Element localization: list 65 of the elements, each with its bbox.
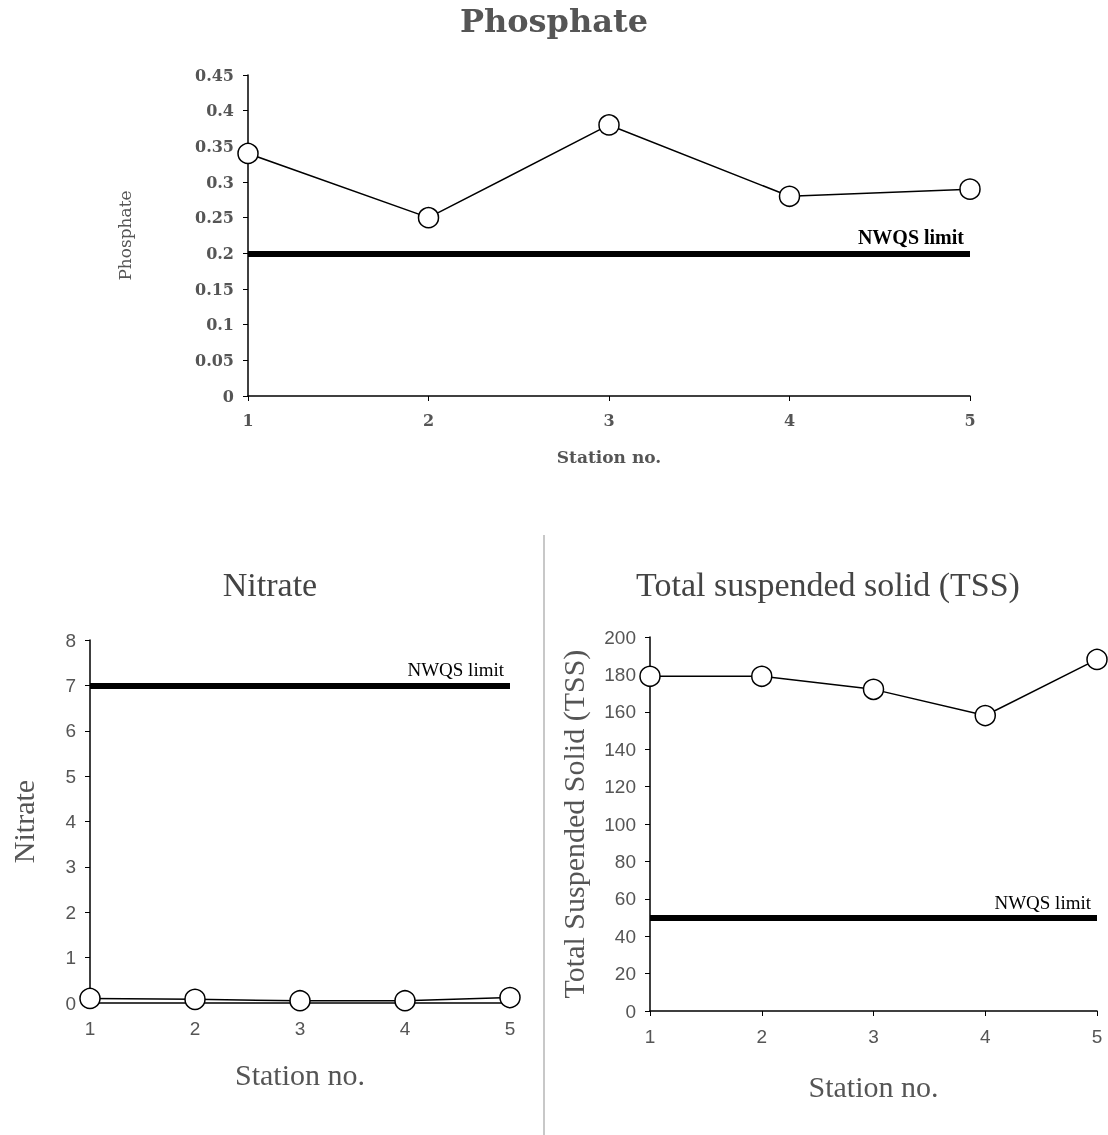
x-tick-label: 1 [242,410,254,430]
y-tick-label: 0 [65,992,76,1014]
x-axis-title: Station no. [808,1069,939,1103]
x-tick-label: 2 [756,1026,768,1047]
x-axis-title: Station no. [234,1057,366,1091]
y-tick-label: 6 [65,720,76,742]
y-tick-label: 40 [614,925,636,947]
point [751,665,773,688]
point [417,206,440,229]
y-tick-label: 3 [65,856,76,878]
point [1086,648,1108,671]
y-tick-label: 8 [65,629,76,651]
x-tick-label: 1 [84,1018,96,1039]
x-axis-title: Station no. [556,446,662,467]
y-tick-label: 0.4 [206,101,234,121]
y-tick-label: 0.15 [195,279,234,299]
point [598,114,620,136]
y-tick-label: 0.35 [195,136,234,156]
point [959,178,981,200]
x-tick-label: 3 [294,1018,306,1039]
ref-line-label: NWQS limit [857,226,965,249]
y-axis-title: Total Suspended Solid (TSS) [556,649,591,999]
x-tick-label: 4 [399,1018,411,1039]
y-tick-label: 0.3 [206,172,234,192]
y-tick-label: 0.45 [195,65,234,85]
y-axis-title: Nitrate [6,779,40,864]
ref-line-label: NWQS limit [994,891,1092,913]
y-tick-label: 0 [625,1000,636,1022]
chart-title: Nitrate [222,565,318,603]
y-tick-label: 0.05 [195,350,234,370]
y-tick-label: 1 [65,947,76,969]
x-tick-label: 4 [979,1026,991,1047]
x-tick-label: 2 [422,410,435,430]
ref-line-label: NWQS limit [407,659,505,681]
y-tick-label: 0.25 [195,208,234,228]
y-tick-label: 4 [65,811,77,832]
point [237,142,259,165]
x-tick-label: 4 [783,410,796,430]
y-tick-label: 200 [604,626,636,648]
y-tick-label: 60 [614,888,636,910]
y-tick-label: 0.2 [206,243,234,263]
point [862,678,885,701]
chart-title: Total suspended solid (TSS) [636,565,1020,604]
point [974,704,996,727]
y-tick-label: 80 [614,850,636,872]
y-tick-label: 120 [604,776,636,798]
chart-title: Phosphate [459,2,649,40]
x-tick-label: 5 [1091,1026,1103,1047]
y-tick-label: 7 [65,674,76,696]
y-tick-label: 140 [604,738,636,760]
y-tick-label: 0 [222,386,234,406]
x-tick-label: 5 [504,1018,516,1039]
x-tick-label: 5 [964,410,976,430]
y-tick-label: 5 [65,765,76,787]
y-tick-label: 100 [604,813,636,835]
y-tick-label: 160 [604,701,636,723]
x-tick-label: 3 [868,1026,879,1047]
y-tick-label: 180 [604,663,636,685]
point [639,665,661,688]
y-axis-title: Phosphate [114,190,135,281]
point [778,185,801,208]
y-tick-label: 2 [65,901,76,923]
x-tick-label: 1 [644,1026,656,1047]
y-tick-label: 0.1 [206,315,234,335]
y-tick-label: 20 [614,963,636,985]
